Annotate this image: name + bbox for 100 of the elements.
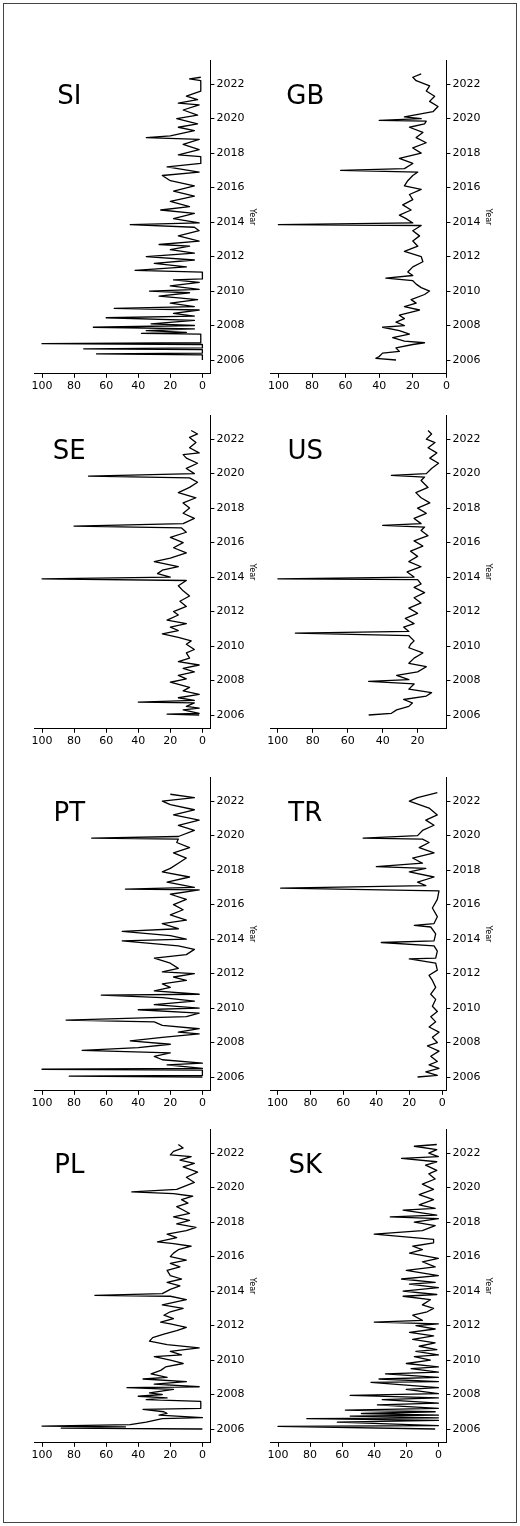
x-tick-label: 60 xyxy=(99,379,114,393)
y-tick-label: 2006 xyxy=(216,1421,245,1435)
x-tick-label: 100 xyxy=(267,379,289,393)
y-tick-label: 2014 xyxy=(452,931,481,945)
y-tick-label: 2008 xyxy=(452,318,481,332)
y-tick-label: 2006 xyxy=(452,1069,481,1083)
y-tick-label: 2014 xyxy=(452,569,481,583)
y-tick-label: 2020 xyxy=(216,466,245,480)
x-tick-label: 100 xyxy=(31,734,53,748)
y-tick-label: 2020 xyxy=(452,828,481,842)
x-tick-label: 80 xyxy=(305,379,319,393)
y-tick-label: 2022 xyxy=(452,1146,481,1159)
y-tick-label: 2020 xyxy=(452,1180,481,1194)
x-tick-label: 80 xyxy=(305,734,320,748)
text: GB xyxy=(286,80,325,111)
y-tick-label: 2014 xyxy=(452,214,481,228)
text: SI xyxy=(57,80,82,111)
y-tick-label: 2018 xyxy=(452,500,481,514)
x-tick-label: 100 xyxy=(267,1448,289,1462)
y-axis-title: Year xyxy=(484,562,494,582)
y-tick-label: 2018 xyxy=(452,1214,481,1228)
x-tick-label: 60 xyxy=(336,1096,351,1110)
x-tick-label: 20 xyxy=(402,1096,417,1110)
y-tick-label: 2008 xyxy=(216,1035,245,1049)
x-tick-label: 60 xyxy=(99,1448,114,1462)
x-tick-label: 60 xyxy=(335,1448,350,1462)
x-tick-label: 0 xyxy=(198,379,206,393)
text: SK xyxy=(288,1149,323,1180)
x-tick-label: 60 xyxy=(340,734,355,748)
y-tick-label: 2012 xyxy=(452,604,481,618)
y-tick-label: 2014 xyxy=(216,1283,245,1297)
y-axis-title: Year xyxy=(484,924,494,944)
x-tick-label: 40 xyxy=(369,1096,384,1110)
y-tick-label: 2016 xyxy=(216,1249,245,1263)
y-tick-label: 2016 xyxy=(452,897,481,911)
x-tick-label: 40 xyxy=(375,734,390,748)
y-tick-label: 2010 xyxy=(216,1000,245,1014)
y-tick-label: 2016 xyxy=(216,535,245,549)
y-tick-label: 2012 xyxy=(452,966,481,980)
x-tick-label: 60 xyxy=(99,734,114,748)
x-tick-label: 80 xyxy=(303,1096,318,1110)
x-tick-label: 80 xyxy=(67,1096,82,1110)
y-tick-label: 2018 xyxy=(216,862,245,876)
x-tick-label: 20 xyxy=(163,734,178,748)
y-tick-label: 2016 xyxy=(216,180,245,194)
x-tick-label: 0 xyxy=(438,1096,446,1110)
y-tick-label: 2022 xyxy=(216,432,245,445)
y-tick-label: 2014 xyxy=(452,1283,481,1297)
y-tick-label: 2012 xyxy=(216,249,245,263)
x-tick-label: 0 xyxy=(434,1448,442,1462)
x-tick-label: 60 xyxy=(99,1096,114,1110)
y-tick-label: 2020 xyxy=(452,466,481,480)
x-tick-label: 80 xyxy=(67,1448,82,1462)
y-tick-label: 2022 xyxy=(452,794,481,807)
x-tick-label: 20 xyxy=(399,1448,414,1462)
y-axis-title: Year xyxy=(248,924,258,944)
y-axis-title: Year xyxy=(484,1276,494,1296)
y-tick-label: 2008 xyxy=(452,1387,481,1401)
y-tick-label: 2016 xyxy=(452,180,481,194)
text: PL xyxy=(54,1149,85,1180)
y-tick-label: 2010 xyxy=(216,638,245,652)
y-tick-label: 2016 xyxy=(216,897,245,911)
y-tick-label: 2022 xyxy=(216,794,245,807)
x-tick-label: 0 xyxy=(198,1096,206,1110)
y-tick-label: 2006 xyxy=(216,352,245,366)
x-tick-label: 0 xyxy=(198,734,206,748)
text: SE xyxy=(52,435,86,466)
y-tick-label: 2010 xyxy=(216,283,245,297)
x-tick-label: 100 xyxy=(266,1096,288,1110)
y-tick-label: 2012 xyxy=(452,249,481,263)
y-tick-label: 2014 xyxy=(216,214,245,228)
y-tick-label: 2010 xyxy=(452,283,481,297)
x-tick-label: 40 xyxy=(131,1448,146,1462)
x-tick-label: 20 xyxy=(410,734,425,748)
y-tick-label: 2020 xyxy=(216,828,245,842)
y-tick-label: 2022 xyxy=(216,77,245,90)
y-tick-label: 2008 xyxy=(216,673,245,687)
x-tick-label: 0 xyxy=(442,379,450,393)
y-tick-label: 2010 xyxy=(452,638,481,652)
x-tick-label: 60 xyxy=(338,379,353,393)
y-tick-label: 2010 xyxy=(452,1352,481,1366)
y-axis-title: Year xyxy=(248,207,258,227)
y-tick-label: 2012 xyxy=(216,604,245,618)
y-tick-label: 2010 xyxy=(216,1352,245,1366)
y-tick-label: 2020 xyxy=(216,111,245,125)
y-tick-label: 2018 xyxy=(216,1214,245,1228)
text: US xyxy=(287,435,324,466)
y-tick-label: 2022 xyxy=(452,77,481,90)
text: TR xyxy=(287,797,323,828)
x-tick-label: 20 xyxy=(163,1096,178,1110)
y-tick-label: 2018 xyxy=(452,862,481,876)
y-tick-label: 2014 xyxy=(216,931,245,945)
x-tick-label: 20 xyxy=(405,379,420,393)
y-tick-label: 2022 xyxy=(452,432,481,445)
x-tick-label: 80 xyxy=(67,734,82,748)
y-tick-label: 2008 xyxy=(216,1387,245,1401)
x-tick-label: 40 xyxy=(131,379,146,393)
y-axis-title: Year xyxy=(248,562,258,582)
y-axis-title: Year xyxy=(484,207,494,227)
x-tick-label: 20 xyxy=(163,1448,178,1462)
